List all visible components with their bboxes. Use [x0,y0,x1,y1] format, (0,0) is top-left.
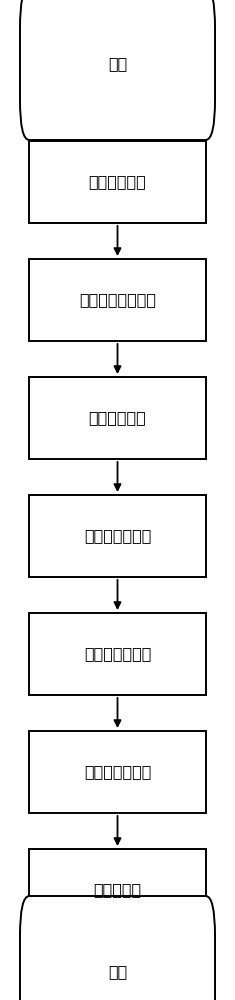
FancyBboxPatch shape [29,613,206,695]
FancyBboxPatch shape [29,495,206,577]
FancyBboxPatch shape [29,731,206,813]
Text: 逐层块位移测量: 逐层块位移测量 [84,528,151,544]
FancyBboxPatch shape [20,0,215,140]
Text: 逐层图像分块: 逐层图像分块 [89,410,146,426]
Text: 速度场计算: 速度场计算 [94,882,141,898]
FancyBboxPatch shape [29,141,206,223]
FancyBboxPatch shape [29,377,206,459]
FancyBboxPatch shape [29,849,206,931]
Text: 逐点位移量计算: 逐点位移量计算 [84,647,151,662]
Text: 开始: 开始 [108,56,127,72]
Text: 图像边界扩展: 图像边界扩展 [89,174,146,190]
FancyBboxPatch shape [20,896,215,1000]
Text: 逐层位移量叠加: 逐层位移量叠加 [84,764,151,780]
Text: 结束: 结束 [108,964,127,980]
FancyBboxPatch shape [29,259,206,341]
Text: 金字塔图像的构建: 金字塔图像的构建 [79,292,156,308]
